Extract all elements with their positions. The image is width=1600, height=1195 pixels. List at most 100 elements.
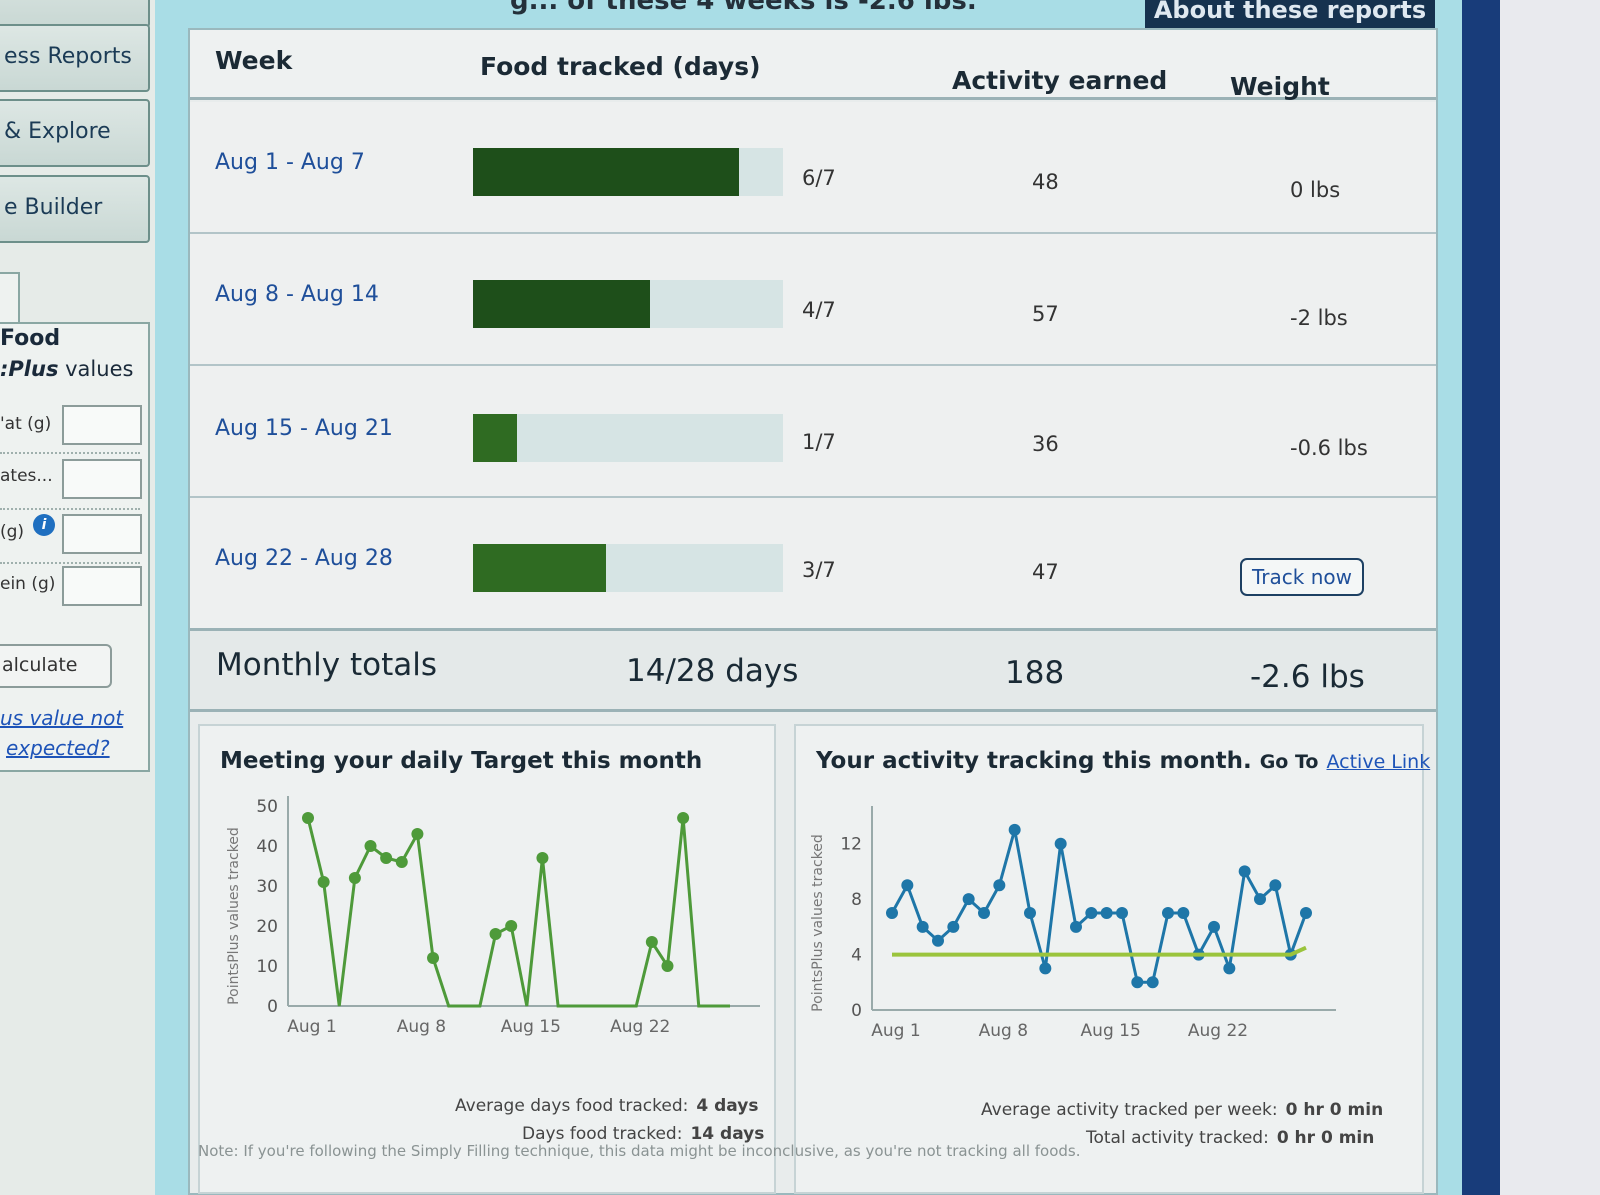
monthly-totals-row: Monthly totals 14/28 days 188 -2.6 lbs	[190, 628, 1436, 712]
table-row: Aug 22 - Aug 28 3/7 47 Track now	[190, 498, 1436, 630]
weekly-report-table: Week Food tracked (days) Activity earned…	[188, 28, 1438, 1195]
food-tracked-bar	[473, 414, 783, 462]
food-tracked-bar	[473, 280, 783, 328]
data-point	[886, 907, 898, 919]
week-range: Aug 8 - Aug 14	[215, 282, 379, 307]
column-header-week: Week	[215, 46, 293, 75]
series-line	[892, 945, 1307, 957]
days-tracked-stat: Days food tracked: 14 days	[522, 1124, 765, 1144]
average-days-stat: Average days food tracked: 4 days	[455, 1096, 759, 1116]
active-link[interactable]: Active Link	[1326, 751, 1431, 773]
activity-earned: 36	[1032, 432, 1059, 456]
data-point	[1208, 920, 1220, 933]
background-edge	[1500, 0, 1600, 1195]
data-point	[1008, 823, 1021, 836]
table-header: Week Food tracked (days) Activity earned…	[190, 30, 1436, 130]
sidebar-item-explore[interactable]: & Explore	[0, 99, 150, 167]
x-tick-label: Aug 22	[1188, 1021, 1248, 1041]
y-tick-label: 20	[256, 917, 278, 937]
week-range: Aug 22 - Aug 28	[215, 546, 393, 571]
data-point	[1223, 962, 1236, 975]
activity-earned: 48	[1032, 170, 1059, 194]
y-axis-label: PointsPlus values tracked	[810, 834, 826, 1012]
sidebar-item-progress-reports[interactable]: ess Reports	[0, 24, 150, 92]
data-point	[380, 852, 393, 864]
food-tracked-bar	[473, 148, 783, 196]
x-tick-label: Aug 8	[397, 1017, 446, 1037]
protein-label: ein (g)	[0, 574, 56, 594]
activity-chart-panel: Your activity tracking this month. Go To…	[794, 724, 1430, 1194]
food-tracked-fraction: 1/7	[802, 430, 836, 454]
table-row: Aug 8 - Aug 14 4/7 57 -2 lbs	[190, 234, 1436, 366]
data-point	[947, 920, 960, 933]
calculator-subtitle: :Plus values	[0, 357, 134, 381]
info-icon[interactable]: i	[33, 514, 55, 536]
data-point	[1085, 907, 1098, 919]
value-not-expected-link[interactable]: us value not	[0, 706, 124, 730]
column-header-activity: Activity earned	[952, 66, 1168, 95]
series-line	[306, 817, 730, 1008]
food-tracked-fraction: 6/7	[802, 166, 836, 190]
fat-label: 'at (g)	[0, 414, 52, 434]
calculator-tab[interactable]	[0, 272, 20, 324]
y-tick-label: 30	[256, 877, 278, 897]
y-tick-label: 4	[851, 946, 862, 966]
weight-change: 0 lbs	[1290, 178, 1341, 202]
food-tracked-fraction: 4/7	[802, 298, 836, 322]
calculate-button[interactable]: alculate	[0, 644, 112, 688]
food-tracked-fraction: 3/7	[802, 558, 836, 582]
fiber-input[interactable]	[62, 514, 142, 554]
data-point	[395, 856, 408, 868]
column-header-food: Food tracked (days)	[480, 52, 761, 81]
calculator-title: Food	[0, 326, 61, 351]
data-point	[302, 812, 314, 824]
fat-input[interactable]	[62, 405, 142, 445]
weight-change: -0.6 lbs	[1290, 436, 1368, 460]
data-point	[348, 872, 361, 884]
divider	[0, 508, 140, 510]
track-now-button[interactable]: Track now	[1240, 558, 1364, 596]
data-point	[1116, 907, 1128, 919]
activity-chart-title: Your activity tracking this month. Go To…	[816, 748, 1431, 774]
data-point	[536, 852, 549, 864]
protein-input[interactable]	[62, 566, 142, 606]
monthly-total-activity: 188	[1005, 655, 1065, 691]
series-line	[890, 829, 1308, 984]
sidebar-item-label: & Explore	[4, 119, 111, 144]
food-tracked-fill	[473, 414, 518, 462]
y-tick-label: 40	[256, 837, 278, 857]
y-tick-label: 8	[851, 890, 862, 910]
food-tracked-bar	[473, 544, 783, 592]
divider	[0, 562, 140, 564]
data-point	[1162, 907, 1174, 919]
fiber-label: (g)	[0, 522, 25, 542]
data-point	[1070, 920, 1082, 933]
data-point	[1039, 962, 1052, 975]
y-axis-label: PointsPlus values tracked	[226, 827, 242, 1005]
sidebar-item-label: ess Reports	[4, 44, 132, 69]
data-point	[1131, 976, 1144, 989]
y-tick-label: 0	[851, 1001, 862, 1021]
data-point	[1054, 837, 1067, 850]
monthly-totals-label: Monthly totals	[216, 647, 438, 683]
sidebar-item-builder[interactable]: e Builder	[0, 175, 150, 243]
data-point	[427, 952, 440, 964]
data-point	[1300, 907, 1312, 919]
window-border	[1462, 0, 1500, 1195]
data-point	[364, 840, 377, 852]
data-point	[1146, 976, 1159, 989]
monthly-total-days: 14/28 days	[626, 653, 799, 689]
y-tick-label: 50	[256, 797, 278, 817]
carbohydrates-input[interactable]	[62, 459, 142, 499]
value-not-expected-link-2[interactable]: expected?	[6, 736, 110, 760]
data-point	[489, 928, 502, 940]
table-row: Aug 15 - Aug 21 1/7 36 -0.6 lbs	[190, 366, 1436, 498]
data-point	[317, 876, 330, 888]
weight-change: -2 lbs	[1290, 306, 1348, 330]
monthly-total-weight: -2.6 lbs	[1250, 659, 1365, 695]
data-point	[901, 879, 914, 892]
data-point	[661, 960, 674, 972]
data-point	[962, 893, 975, 906]
x-tick-label: Aug 15	[1081, 1021, 1141, 1041]
data-point	[993, 879, 1006, 892]
